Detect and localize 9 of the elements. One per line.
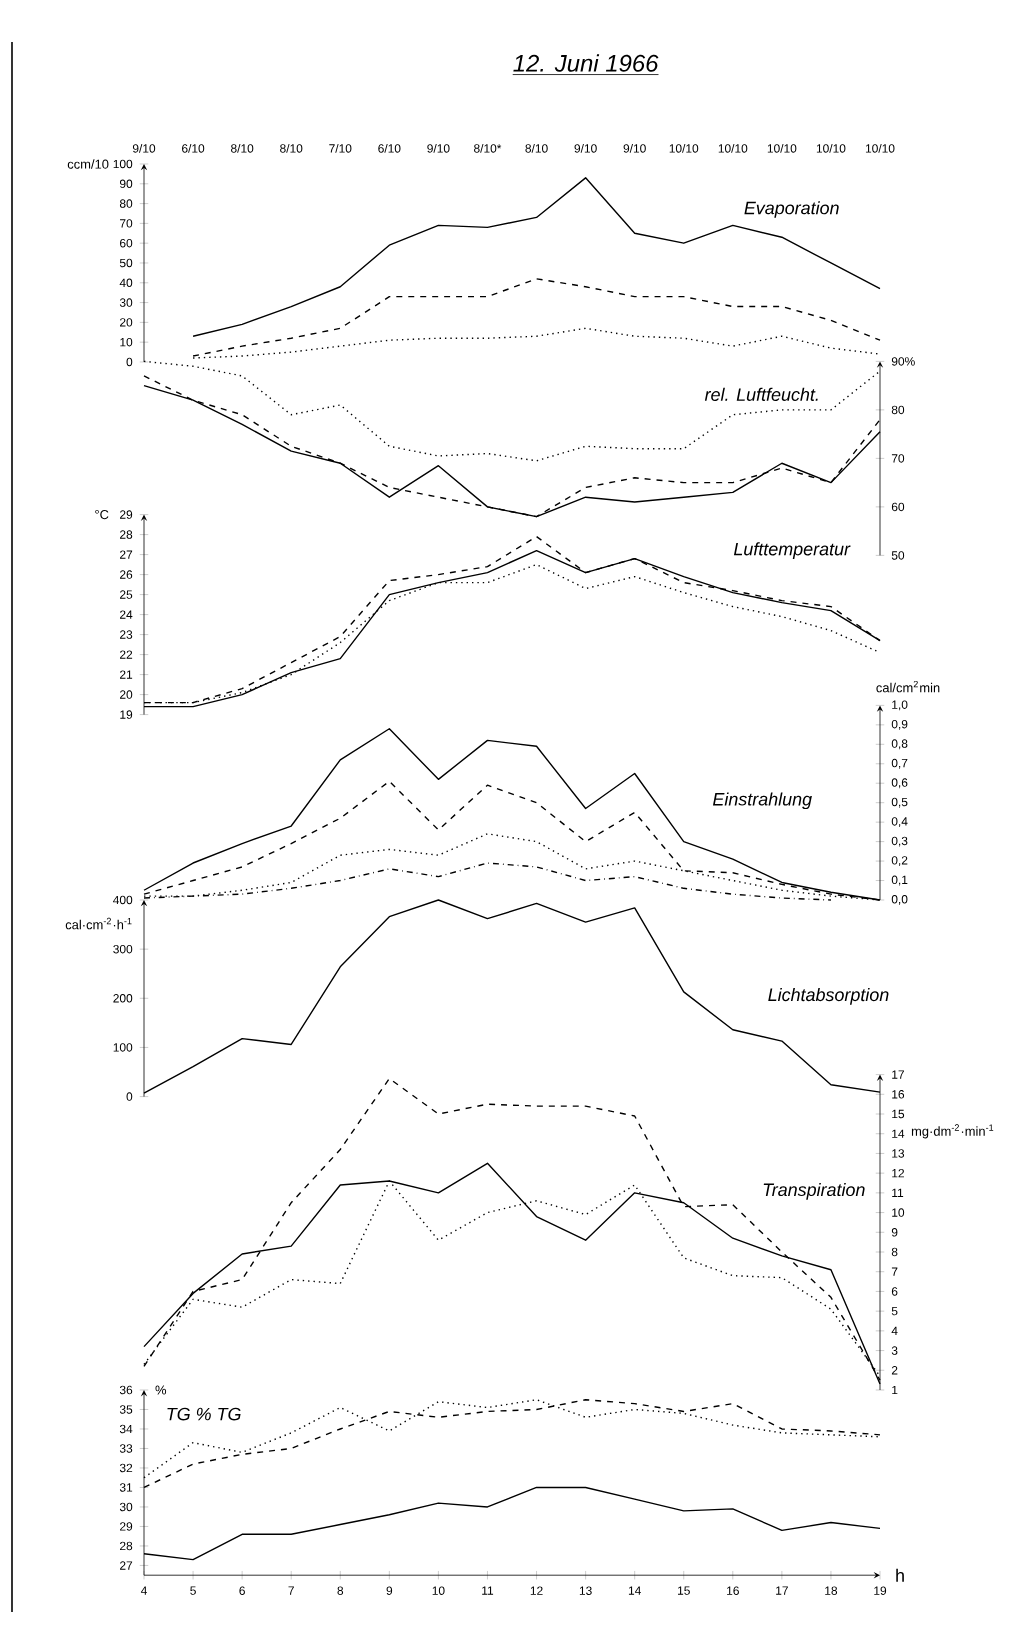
text: rel. Luftfeucht. bbox=[704, 387, 818, 401]
text: Evaporation bbox=[744, 201, 839, 218]
x-axis-title: h bbox=[896, 1568, 904, 1582]
text: Einstrahlung bbox=[712, 792, 812, 810]
text: TG % TG bbox=[167, 1407, 241, 1421]
text: Lufttemperatur bbox=[733, 542, 851, 559]
text: Transpiration bbox=[763, 1182, 865, 1200]
chart-title: 12. Juni 1966 bbox=[513, 54, 659, 72]
text: Lichtabsorption bbox=[768, 987, 889, 1005]
